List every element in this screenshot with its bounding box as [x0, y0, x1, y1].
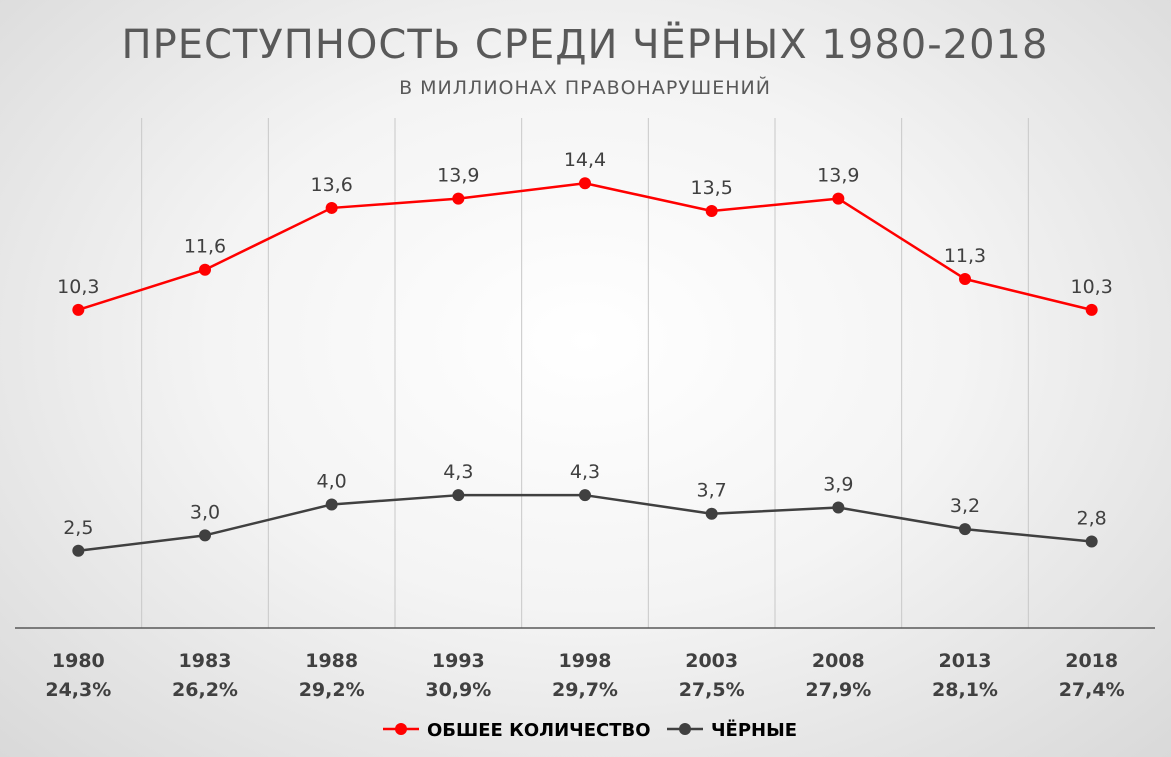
data-point	[579, 489, 591, 502]
data-label: 2,5	[63, 517, 93, 539]
x-axis-labels: 1980 24,3% 1983 26,2% 1988 29,2% 1993 30,9% 1998…	[45, 650, 1124, 701]
data-point	[1085, 535, 1098, 548]
legend-swatch-marker	[395, 723, 407, 735]
data-point	[325, 201, 338, 214]
x-tick-sublabel: 27,5%	[679, 679, 745, 701]
data-label: 13,9	[437, 165, 479, 187]
legend-swatch-marker	[679, 723, 691, 735]
chart-subtitle: В МИЛЛИОНАХ ПРАВОНАРУШЕНИЙ	[399, 76, 771, 99]
data-label: 13,5	[691, 177, 733, 199]
data-point	[452, 192, 465, 205]
series-line	[77, 181, 1092, 312]
data-point	[199, 263, 211, 276]
data-label: 4,3	[570, 461, 600, 483]
x-tick-label: 1980	[52, 650, 105, 672]
series-1: 10,3 11,6 13,6 13,9 14,4 13,5 13,9 11,3 10,3	[57, 149, 1113, 316]
x-tick-label: 2008	[812, 650, 865, 672]
x-tick-sublabel: 24,3%	[45, 679, 111, 701]
data-label: 13,6	[311, 174, 353, 196]
legend: ОБШЕЕ КОЛИЧЕСТВО ЧЁРНЫЕ	[383, 719, 797, 741]
data-label: 14,4	[564, 149, 606, 171]
data-point	[199, 529, 211, 542]
gridlines	[141, 118, 1029, 628]
data-label: 10,3	[1071, 276, 1113, 298]
data-label: 4,3	[443, 461, 473, 483]
data-label: 3,9	[823, 474, 853, 496]
series-line	[78, 493, 1092, 553]
data-label: 11,6	[184, 236, 226, 258]
series-layer: 10,3 11,6 13,6 13,9 14,4 13,5 13,9 11,3 10,3 2,5 3…	[57, 149, 1113, 557]
x-tick-sublabel: 26,2%	[172, 679, 238, 701]
data-label: 2,8	[1077, 508, 1107, 530]
data-label: 13,9	[817, 165, 859, 187]
x-tick-label: 1983	[179, 650, 232, 672]
data-point	[579, 177, 591, 190]
x-tick-label: 2018	[1065, 650, 1118, 672]
legend-item: ОБШЕЕ КОЛИЧЕСТВО	[383, 720, 651, 741]
data-label: 3,0	[190, 501, 220, 523]
series-2: 2,5 3,0 4,0 4,3 4,3 3,7 3,9 3,2 2,8	[63, 461, 1107, 557]
data-point	[959, 523, 971, 536]
x-tick-sublabel: 30,9%	[425, 679, 491, 701]
data-point	[832, 501, 845, 514]
chart-title: ПРЕСТУПНОСТЬ СРЕДИ ЧЁРНЫХ 1980-2018	[122, 20, 1049, 68]
x-tick-sublabel: 27,9%	[805, 679, 871, 701]
x-tick-label: 1998	[559, 650, 612, 672]
x-tick-sublabel: 27,4%	[1059, 679, 1125, 701]
data-point	[705, 507, 718, 520]
x-tick-label: 1993	[432, 650, 485, 672]
legend-item: ЧЁРНЫЕ	[667, 719, 797, 741]
data-label: 3,2	[950, 495, 980, 517]
x-tick-label: 2013	[939, 650, 992, 672]
data-point	[705, 205, 718, 218]
data-label: 10,3	[57, 276, 99, 298]
x-tick-sublabel: 28,1%	[932, 679, 998, 701]
data-label: 4,0	[317, 470, 347, 492]
x-tick-sublabel: 29,7%	[552, 679, 618, 701]
data-label: 3,7	[697, 480, 727, 502]
x-tick-label: 1988	[305, 650, 358, 672]
data-point	[832, 192, 845, 205]
data-point	[325, 498, 338, 511]
data-point	[72, 303, 85, 316]
data-point	[1085, 303, 1098, 316]
data-point	[452, 489, 465, 502]
legend-label: ОБШЕЕ КОЛИЧЕСТВО	[427, 720, 651, 741]
x-tick-sublabel: 29,2%	[299, 679, 365, 701]
data-label: 11,3	[944, 245, 986, 267]
x-tick-label: 2003	[685, 650, 738, 672]
data-point	[959, 272, 971, 285]
data-point	[72, 544, 85, 557]
legend-label: ЧЁРНЫЕ	[711, 719, 797, 741]
